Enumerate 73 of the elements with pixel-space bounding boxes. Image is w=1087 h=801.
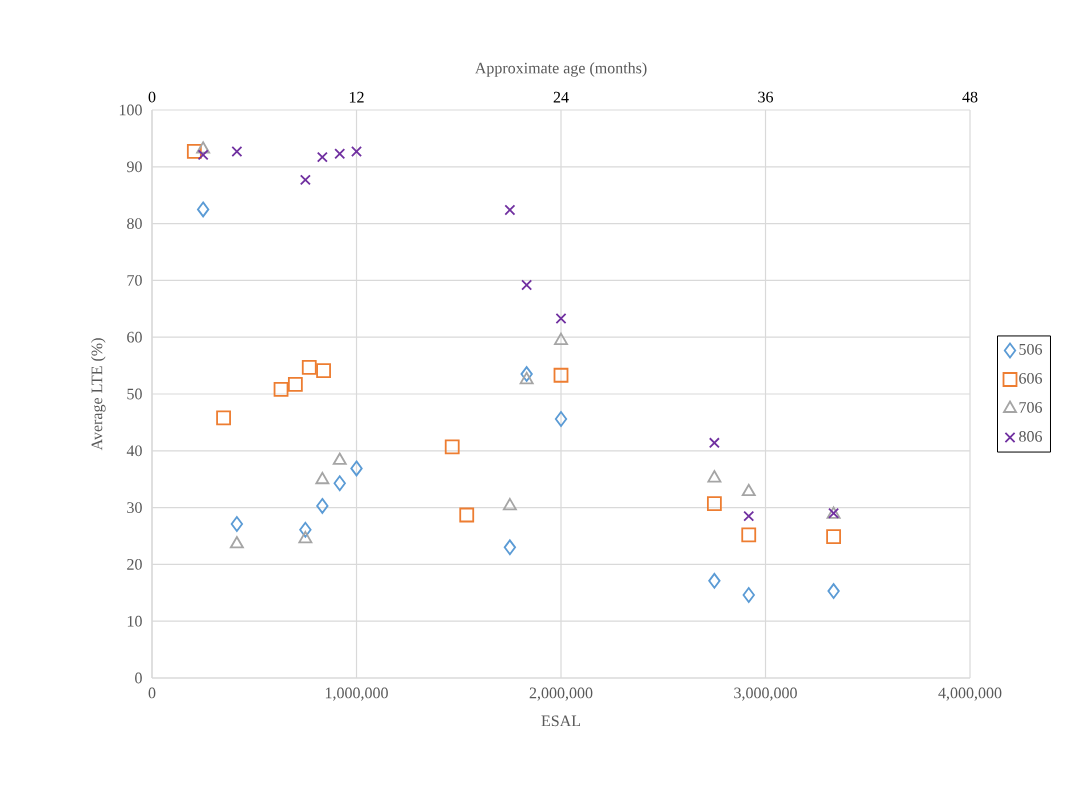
point [520,366,533,383]
point [555,312,567,324]
y-tick-label: 70 [127,275,142,286]
point [316,151,328,163]
x2-tick-label: 12 [349,91,364,103]
point [230,516,244,532]
y-tick-label: 0 [135,672,142,684]
y-tick-label: 60 [127,331,142,343]
x2-tick-label: 48 [962,91,978,103]
x2-axis-title: Approximate age (months) [474,62,647,77]
point [826,529,842,544]
y-tick-label: 80 [127,218,142,229]
point [299,174,311,186]
point [287,376,303,392]
y-tick-label: 10 [127,615,142,627]
point [350,460,363,477]
point [554,332,568,345]
y-tick-label: 100 [119,104,142,116]
point [521,279,533,291]
point [504,204,516,216]
x-tick-label: 3,000,000 [734,687,797,701]
y-tick-label: 30 [127,502,142,513]
point [707,470,722,483]
x-tick-label: 2,000,000 [529,687,593,701]
point [742,587,755,603]
point [301,359,317,375]
point [827,583,840,599]
point [298,530,313,544]
point [316,497,329,514]
point [186,144,202,159]
point [708,572,721,589]
y-tick-label: 50 [127,388,142,400]
legend-label: 806 [1019,431,1043,442]
point [315,471,330,485]
point [502,497,517,511]
point [334,148,346,160]
x2-tick-label: 24 [553,91,569,103]
point [197,149,209,161]
point [333,475,346,492]
point [554,411,568,427]
point [741,527,757,543]
y-tick-label: 90 [126,161,142,173]
point [459,507,475,523]
point [708,437,720,449]
point [316,363,331,379]
legend-label: 506 [1019,343,1043,355]
point [196,201,210,218]
point [444,439,460,455]
x-tick-label: 0 [148,687,156,699]
point [743,510,755,522]
point [216,410,231,426]
point [741,483,756,497]
point [553,367,569,383]
x-axis-title: ESAL [541,715,581,727]
y-tick-label: 20 [127,559,142,570]
legend-label: 606 [1019,372,1043,384]
point [519,371,534,385]
point [299,521,312,538]
point [196,141,211,154]
point [351,145,362,157]
point [332,452,347,465]
x-tick-label: 1,000,000 [325,687,388,701]
x2-tick-label: 0 [148,91,156,103]
point [231,145,243,157]
point [229,536,244,549]
y-tick-label: 40 [126,445,142,457]
point [706,496,722,512]
x2-tick-label: 36 [758,91,774,103]
x-tick-label: 4,000,000 [938,687,1002,701]
point [503,539,517,556]
point [273,382,289,397]
legend-label: 706 [1019,401,1043,413]
y-axis-title: Average LTE (%) [91,338,106,451]
